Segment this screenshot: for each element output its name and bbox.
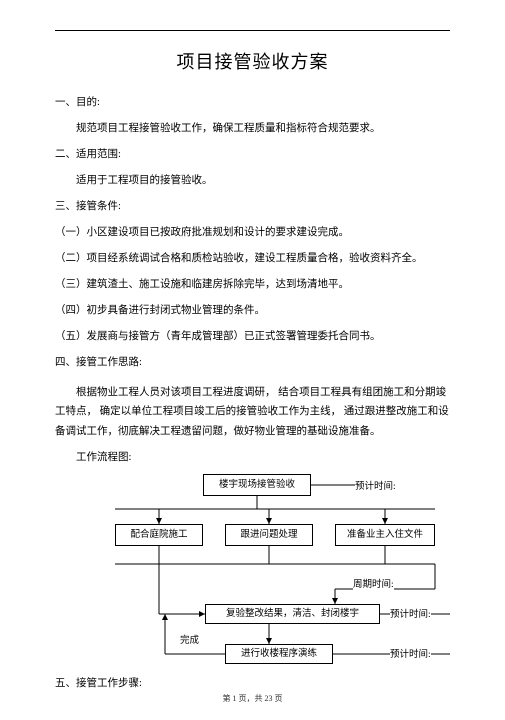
flow-label-done: 完成 — [180, 632, 199, 650]
section-4-heading: 四、接管工作思路: — [55, 353, 450, 373]
flow-node-recheck: 复验整改结果，清洁、封闭楼宇 — [205, 604, 380, 624]
flow-node-acceptance: 楼宇现场接管验收 — [203, 474, 311, 496]
page-footer: 第 1 页，共 23 页 — [0, 693, 505, 704]
page-title: 项目接管验收方案 — [55, 45, 450, 79]
section-1-heading: 一、目的: — [55, 93, 450, 113]
section-3-item-1: （一）小区建设项目已按政府批准规划和设计的要求建设完成。 — [55, 223, 450, 243]
flow-label-time-4: 预计时间: — [390, 646, 431, 664]
section-3-heading: 三、接管条件: — [55, 197, 450, 217]
flow-label-cycle: 周期时间: — [353, 576, 394, 594]
flow-node-rehearsal: 进行收楼程序演练 — [225, 644, 333, 664]
flow-node-followup: 跟进问题处理 — [225, 524, 313, 546]
flow-node-courtyard: 配合庭院施工 — [115, 524, 203, 546]
section-3-item-5: （五）发展商与接管方（青年成管理部）已正式签署管理委托合同书。 — [55, 327, 450, 347]
flow-node-prepare-docs: 准备业主入住文件 — [335, 524, 435, 546]
flow-label-time-1: 预计时间: — [355, 478, 396, 496]
section-2-body: 适用于工程项目的接管验收。 — [55, 171, 450, 191]
section-4-sub: 工作流程图: — [55, 448, 450, 468]
section-2-heading: 二、适用范围: — [55, 145, 450, 165]
flowchart: 楼宇现场接管验收 配合庭院施工 跟进问题处理 准备业主入住文件 复验整改结果，清… — [55, 474, 450, 674]
section-3-item-3: （三）建筑渣土、施工设施和临建房拆除完毕，达到场清地平。 — [55, 275, 450, 295]
section-1-body: 规范项目工程接管验收工作，确保工程质量和指标符合规范要求。 — [55, 119, 450, 139]
section-5-heading: 五、接管工作步骤: — [55, 674, 450, 694]
section-4-body: 根据物业工程人员对该项目工程进度调研， 结合项目工程具有组团施工和分期竣工特点，… — [55, 383, 450, 443]
section-3-item-4: （四）初步具备进行封闭式物业管理的条件。 — [55, 301, 450, 321]
flow-label-time-3: 预计时间: — [390, 606, 431, 624]
section-3-item-2: （二）项目经系统调试合格和质检站验收，建设工程质量合格，验收资料齐全。 — [55, 249, 450, 269]
